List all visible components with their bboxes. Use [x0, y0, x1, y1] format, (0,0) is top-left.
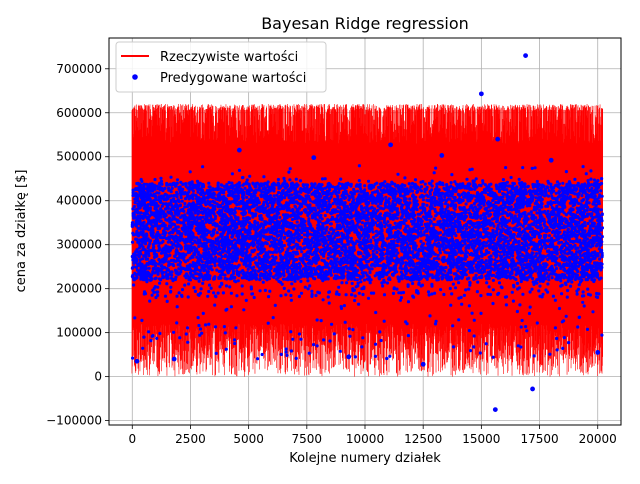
y-tick-label: 200000 — [56, 282, 102, 296]
legend: Rzeczywiste wartości Predygowane wartośc… — [115, 41, 327, 93]
legend-label-actual: Rzeczywiste wartości — [160, 50, 298, 65]
predicted-outlier-point — [495, 136, 501, 142]
x-tick-label: 12500 — [404, 432, 442, 446]
x-tick-label: 2500 — [175, 432, 206, 446]
predicted-outlier-point — [420, 361, 426, 367]
y-tick-label: −100000 — [46, 414, 102, 428]
series-predicted-points — [130, 164, 604, 361]
predicted-outlier-point — [595, 350, 601, 355]
x-tick-label: 15000 — [462, 432, 500, 446]
x-tick-label: 17500 — [520, 432, 558, 446]
predicted-outlier-point — [346, 354, 352, 360]
y-tick-label: 700000 — [56, 62, 102, 76]
y-tick-label: 0 — [94, 370, 102, 384]
predicted-outlier-point — [311, 155, 317, 161]
predicted-outlier-point — [523, 53, 528, 58]
x-tick-label: 10000 — [346, 432, 384, 446]
y-tick-label: 300000 — [56, 238, 102, 252]
y-tick-label: 500000 — [56, 150, 102, 164]
predicted-outlier-point — [548, 157, 554, 163]
predicted-outlier-point — [236, 147, 242, 153]
predicted-outlier-point — [134, 358, 140, 364]
x-tick-label: 0 — [128, 432, 136, 446]
legend-label-predicted: Predygowane wartości — [160, 71, 306, 86]
predicted-outlier-point — [171, 356, 177, 362]
predicted-outlier-point — [439, 153, 445, 158]
ticks: 0 2500 5000 7500 10000 12500 15000 17500 20000 −1… — [46, 62, 617, 446]
y-axis-label: cena za działkę [$] — [14, 170, 29, 293]
predicted-outlier-point — [492, 407, 498, 413]
x-tick-label: 20000 — [579, 432, 617, 446]
x-tick-label: 7500 — [292, 432, 323, 446]
y-tick-label: 100000 — [56, 326, 102, 340]
y-tick-label: 600000 — [56, 106, 102, 120]
predicted-outlier-point — [478, 91, 484, 97]
series-layer — [130, 53, 604, 413]
x-axis-label: Kolejne numery działek — [289, 451, 441, 466]
legend-point-marker — [132, 74, 138, 80]
legend-box — [115, 41, 327, 93]
predicted-outlier-point — [388, 142, 393, 148]
chart-title: Bayesan Ridge regression — [261, 14, 469, 33]
predicted-outlier-point — [530, 386, 535, 392]
x-tick-label: 5000 — [233, 432, 264, 446]
y-tick-label: 400000 — [56, 194, 102, 208]
